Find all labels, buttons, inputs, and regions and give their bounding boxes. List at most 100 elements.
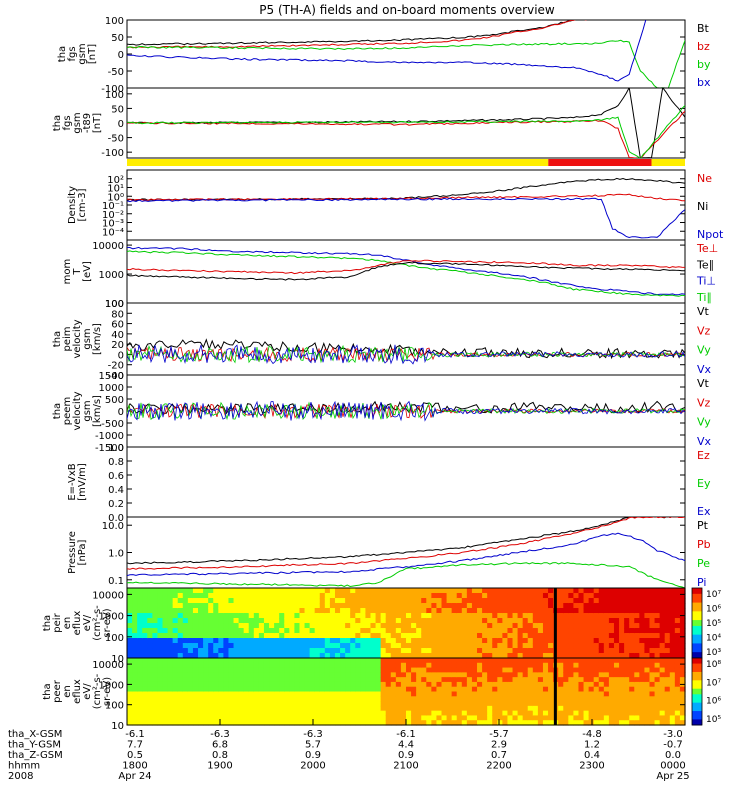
heatmap-cell <box>639 667 646 673</box>
heatmap-cell <box>142 648 148 654</box>
heatmap-cell <box>664 662 671 669</box>
heatmap-cell <box>532 677 539 683</box>
heatmap-cell <box>522 710 529 717</box>
heatmap-cell <box>568 638 574 644</box>
heatmap-cell <box>385 686 392 693</box>
heatmap-cell <box>162 677 169 683</box>
heatmap-cell <box>243 686 250 693</box>
y-axis-label: gsm <box>82 328 93 349</box>
heatmap-cell <box>223 662 230 669</box>
heatmap-cell <box>147 588 153 594</box>
heatmap-cell <box>162 638 169 644</box>
heatmap-cell <box>127 691 133 697</box>
heatmap-cell <box>654 643 661 649</box>
heatmap-cell <box>370 705 377 712</box>
heatmap-cell <box>411 720 417 726</box>
heatmap-cell <box>198 603 204 609</box>
heatmap-cell <box>497 608 503 614</box>
heatmap-cell <box>482 662 488 669</box>
heatmap-cell <box>573 608 580 614</box>
heatmap-cell <box>182 686 189 693</box>
heatmap-cell <box>213 648 219 654</box>
heatmap-cell <box>431 648 438 654</box>
heatmap-cell <box>294 658 301 664</box>
heatmap-cell <box>380 648 387 654</box>
heatmap-cell <box>578 681 585 688</box>
heatmap-cell <box>451 672 458 678</box>
heatmap-cell <box>385 613 392 619</box>
heatmap-cell <box>578 715 585 721</box>
heatmap-cell <box>203 705 209 712</box>
heatmap-cell <box>497 696 503 702</box>
heatmap-cell <box>477 681 483 688</box>
heatmap-cell <box>365 603 372 609</box>
heatmap-cell <box>329 623 336 629</box>
y-axis-label: peir <box>52 612 63 632</box>
heatmap-cell <box>233 686 240 693</box>
heatmap-cell <box>314 638 321 644</box>
heatmap-cell <box>669 681 676 688</box>
heatmap-cell <box>157 696 164 702</box>
heatmap-cell <box>218 701 224 707</box>
heatmap-cell <box>532 588 539 594</box>
heatmap-cell <box>299 662 306 669</box>
heatmap-cell <box>624 720 630 726</box>
heatmap-cell <box>309 653 316 659</box>
heatmap-cell <box>213 658 219 664</box>
heatmap-cell <box>355 618 361 624</box>
heatmap-cell <box>218 658 224 664</box>
heatmap-cell <box>137 686 143 693</box>
heatmap-cell <box>679 603 686 609</box>
heatmap-cell <box>319 623 326 629</box>
heatmap-cell <box>370 681 377 688</box>
heatmap-cell <box>329 628 336 634</box>
heatmap-cell <box>258 598 265 604</box>
heatmap-cell <box>223 598 230 604</box>
heatmap-cell <box>471 662 478 669</box>
heatmap-cell <box>289 677 295 683</box>
heatmap-cell <box>608 638 615 644</box>
heatmap-cell <box>527 720 534 726</box>
heatmap-cell <box>350 705 356 712</box>
heatmap-cell <box>416 653 422 659</box>
heatmap-cell <box>329 598 336 604</box>
heatmap-cell <box>223 667 230 673</box>
heatmap-cell <box>238 658 245 664</box>
heatmap-cell <box>218 623 224 629</box>
heatmap-cell <box>309 701 316 707</box>
heatmap-cell <box>416 701 422 707</box>
heatmap-cell <box>679 598 686 604</box>
heatmap-cell <box>492 648 498 654</box>
heatmap-cell <box>451 701 458 707</box>
heatmap-cell <box>162 710 169 717</box>
heatmap-cell <box>406 715 412 721</box>
heatmap-cell <box>421 681 427 688</box>
heatmap-cell <box>649 662 656 669</box>
heatmap-cell <box>411 648 417 654</box>
heatmap-cell <box>157 701 164 707</box>
heatmap-cell <box>558 653 564 659</box>
heatmap-cell <box>187 686 194 693</box>
heatmap-cell <box>263 603 270 609</box>
heatmap-cell <box>213 715 219 721</box>
y-tick-label: 500 <box>105 395 124 406</box>
heatmap-cell <box>578 648 585 654</box>
heatmap-cell <box>507 653 514 659</box>
heatmap-cell <box>355 686 361 693</box>
heatmap-cell <box>578 653 585 659</box>
heatmap-cell <box>355 648 361 654</box>
heatmap-cell <box>421 628 427 634</box>
heatmap-cell <box>324 628 331 634</box>
heatmap-cell <box>294 623 301 629</box>
heatmap-cell <box>487 696 493 702</box>
y-axis-label: velocity <box>72 391 83 430</box>
heatmap-cell <box>334 710 341 717</box>
heatmap-cell <box>182 677 189 683</box>
heatmap-cell <box>649 677 656 683</box>
heatmap-cell <box>390 710 397 717</box>
heatmap-cell <box>248 715 255 721</box>
heatmap-cell <box>593 623 600 629</box>
y-axis-label: Density <box>67 186 78 224</box>
heatmap-cell <box>340 598 346 604</box>
heatmap-cell <box>446 710 453 717</box>
